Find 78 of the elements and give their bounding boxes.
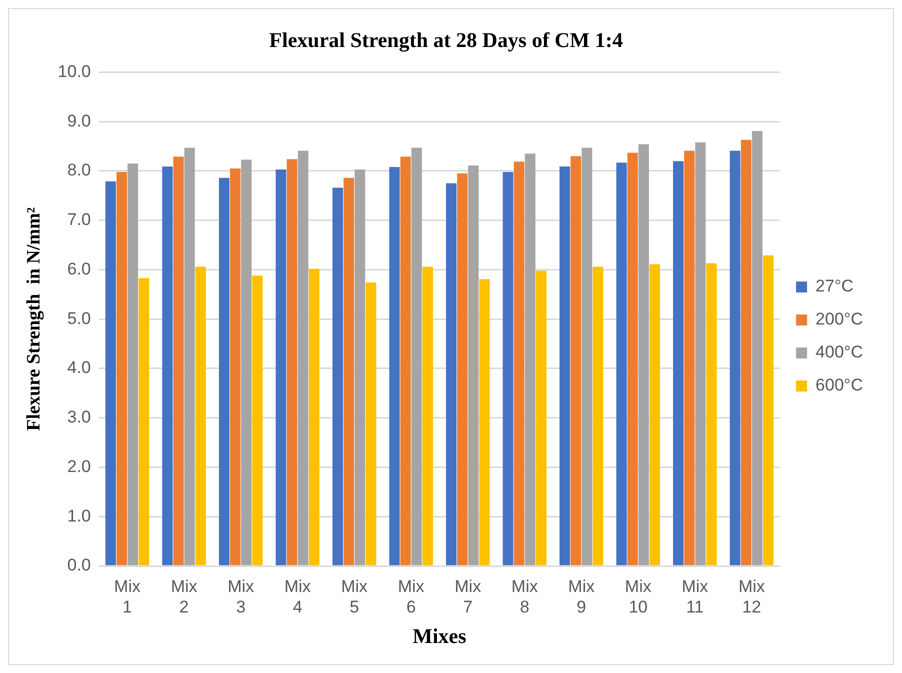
x-tick-label: Mix 4	[284, 576, 312, 616]
x-tick-label: Mix 5	[341, 576, 368, 616]
bar	[684, 150, 695, 566]
bar	[752, 130, 762, 566]
x-tick-label: Mix 1	[114, 576, 141, 616]
x-tick-label: Mix 6	[398, 576, 425, 616]
bar	[627, 152, 638, 566]
bar	[592, 266, 604, 566]
y-tick-label: 4.0	[67, 358, 91, 378]
bar	[252, 276, 263, 566]
bar	[616, 162, 627, 566]
bar	[560, 166, 570, 566]
bar	[308, 268, 320, 566]
x-tick-label: Mix 2	[170, 576, 198, 616]
bar	[411, 148, 422, 566]
bar	[740, 140, 752, 566]
bar	[706, 263, 717, 566]
bar	[673, 161, 684, 566]
y-tick-label: 8.0	[67, 160, 91, 180]
x-tick-label: Mix 9	[568, 576, 596, 616]
y-axis-title: Flexure Strength in N/mm²	[23, 207, 44, 431]
bar	[536, 270, 546, 566]
bar	[286, 159, 298, 566]
bar	[195, 266, 206, 566]
bar	[457, 173, 468, 566]
x-tick-label: Mix 12	[738, 576, 766, 616]
bar	[389, 167, 400, 566]
bar	[116, 172, 127, 566]
bar	[184, 148, 195, 566]
bar	[332, 188, 343, 566]
bar	[173, 156, 184, 566]
bar	[241, 160, 252, 566]
bar	[649, 264, 660, 566]
bar	[695, 142, 706, 566]
x-tick-label: Mix 3	[228, 576, 255, 616]
legend-label: 400°C	[816, 342, 864, 362]
bar	[514, 162, 524, 566]
y-tick-label: 9.0	[67, 111, 91, 130]
bar	[422, 266, 433, 566]
y-tick-label: 3.0	[67, 408, 91, 427]
x-tick-label: Mix 11	[682, 576, 709, 616]
bar	[344, 178, 354, 566]
y-tick-label: 5.0	[67, 308, 91, 328]
bar	[446, 183, 457, 566]
bar	[479, 279, 490, 566]
x-tick-label: Mix 7	[454, 576, 482, 616]
bar	[763, 255, 774, 566]
x-tick-label: Mix 10	[624, 576, 652, 616]
bar	[730, 150, 740, 566]
y-tick-label: 0.0	[67, 556, 91, 575]
bar	[354, 169, 366, 566]
bar	[105, 181, 116, 566]
y-tick-label: 1.0	[67, 506, 91, 526]
y-tick-label: 6.0	[67, 259, 91, 278]
bar	[638, 144, 649, 566]
bar	[128, 164, 138, 566]
y-tick-label: 10.0	[58, 62, 91, 81]
y-tick-label: 2.0	[67, 456, 91, 476]
bar	[276, 169, 286, 566]
bar	[570, 156, 582, 566]
bar	[162, 166, 173, 566]
bar	[582, 148, 592, 566]
y-tick-label: 7.0	[67, 210, 91, 230]
bar	[502, 172, 514, 566]
chart-title: Flexural Strength at 28 Days of CM 1:4	[269, 28, 624, 52]
bar	[138, 278, 150, 566]
x-axis-title: Mixes	[412, 624, 466, 648]
bar	[298, 150, 308, 566]
bar	[468, 166, 479, 566]
legend-label: 600°C	[816, 376, 864, 395]
x-tick-label: Mix 8	[511, 576, 538, 616]
bar	[400, 156, 411, 566]
legend-label: 200°C	[816, 310, 864, 329]
legend-label: 27°C	[816, 276, 854, 296]
bar	[366, 282, 376, 566]
bar	[230, 168, 241, 566]
bar	[524, 154, 536, 566]
bar	[218, 178, 230, 566]
